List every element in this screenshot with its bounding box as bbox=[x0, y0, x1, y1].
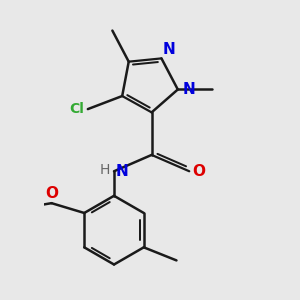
Text: N: N bbox=[163, 42, 176, 57]
Text: N: N bbox=[116, 164, 128, 179]
Circle shape bbox=[42, 193, 61, 212]
Text: Cl: Cl bbox=[70, 102, 85, 116]
Text: O: O bbox=[193, 164, 206, 179]
Circle shape bbox=[153, 49, 171, 67]
Text: O: O bbox=[45, 185, 58, 200]
Text: N: N bbox=[183, 82, 196, 97]
Circle shape bbox=[170, 80, 188, 99]
Text: H: H bbox=[100, 163, 110, 177]
Circle shape bbox=[105, 162, 123, 180]
Circle shape bbox=[78, 100, 96, 118]
Circle shape bbox=[181, 162, 200, 180]
